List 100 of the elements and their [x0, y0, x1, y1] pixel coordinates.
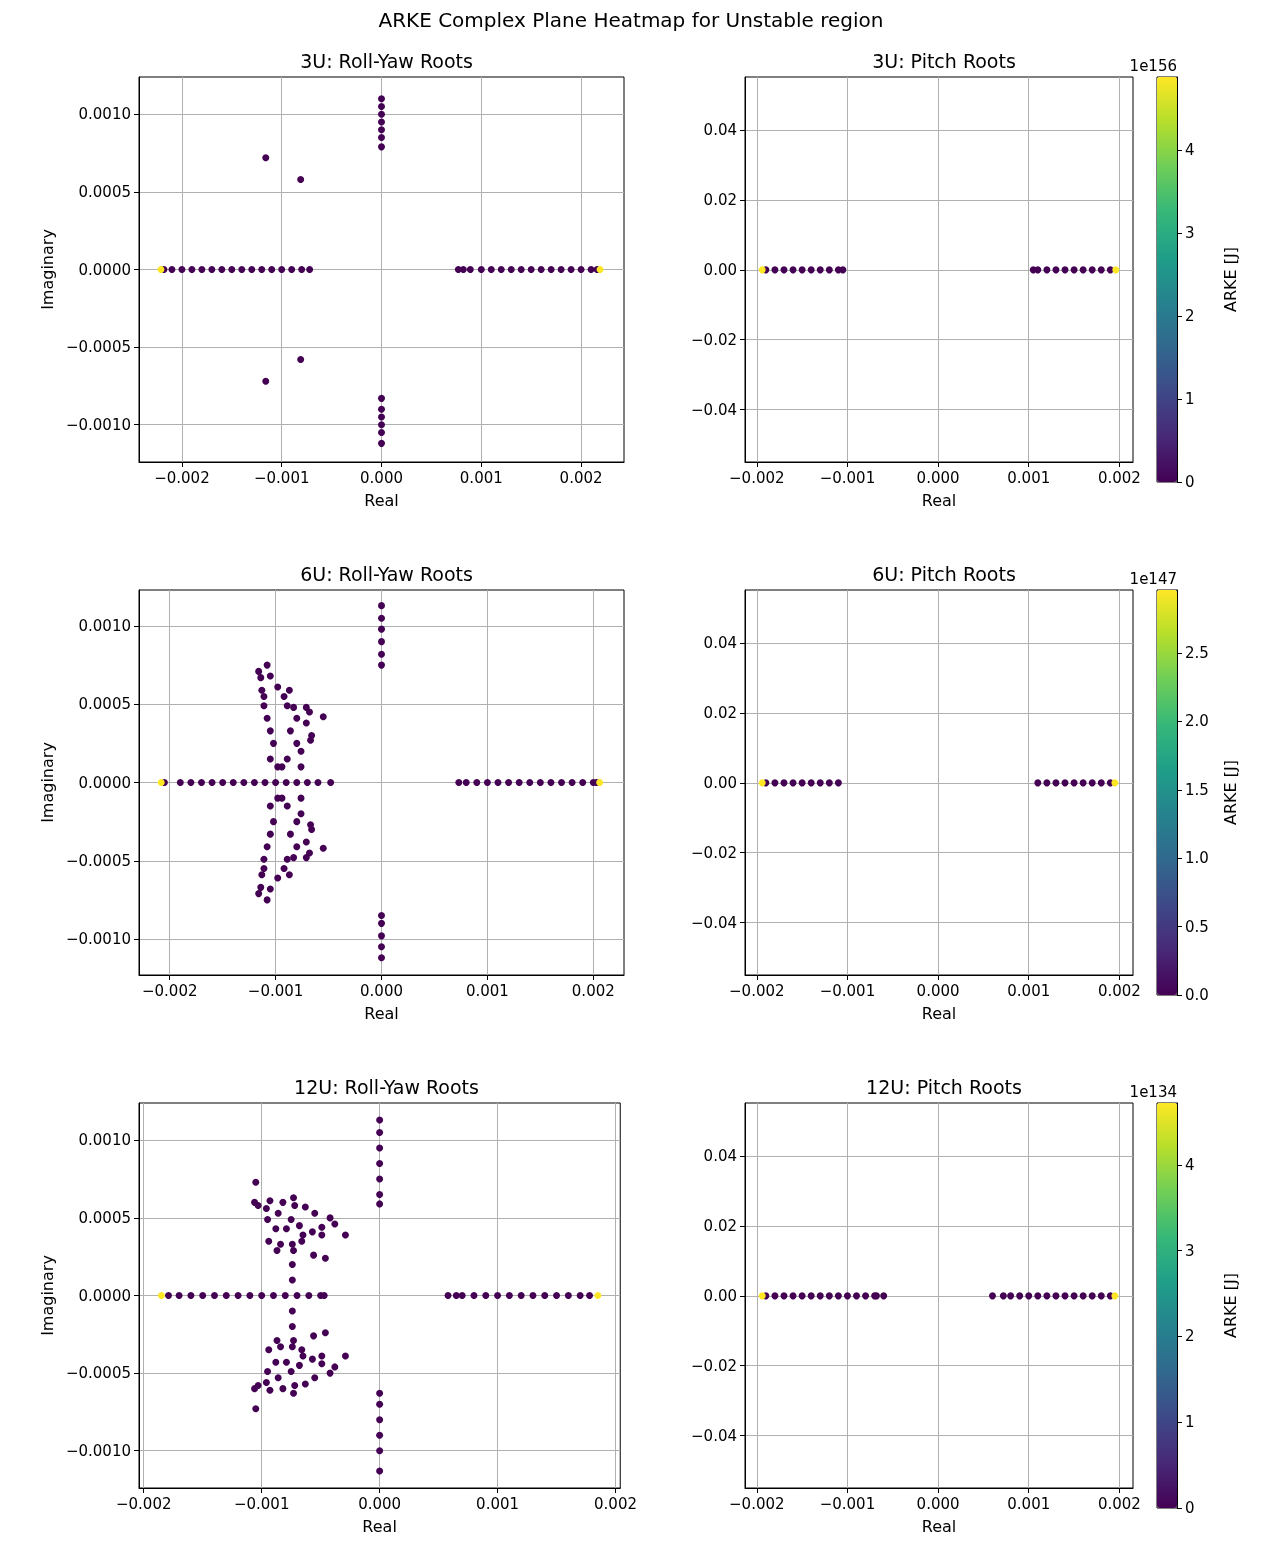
point: [187, 1292, 195, 1299]
point: [494, 779, 502, 786]
x-tick-label: 0.002: [594, 1494, 638, 1513]
point: [505, 779, 513, 786]
y-tick-label: −0.02: [691, 843, 737, 862]
point: [293, 714, 301, 722]
point: [318, 1360, 326, 1368]
point: [262, 154, 270, 162]
point: [586, 1292, 594, 1299]
point: [378, 638, 385, 646]
x-tick-label: 0.001: [1007, 468, 1051, 487]
x-tick-label: −0.002: [729, 1494, 785, 1513]
x-tick-label: 0.002: [1097, 981, 1141, 1000]
point: [378, 413, 385, 421]
point: [258, 871, 266, 879]
point: [290, 703, 298, 711]
point: [261, 779, 269, 786]
point: [291, 1382, 299, 1390]
color-bar-label: 2.0: [1185, 712, 1209, 731]
point: [558, 779, 566, 786]
point: [376, 1389, 384, 1397]
point: [288, 1323, 296, 1331]
point: [266, 802, 274, 810]
point: [310, 1332, 318, 1340]
color-bar-label: 1.0: [1185, 849, 1209, 868]
point: [376, 1200, 384, 1208]
point: [458, 1292, 466, 1299]
point: [288, 1307, 296, 1315]
point: [272, 1225, 280, 1233]
point: [279, 1198, 287, 1206]
x-tick-label: 0.000: [358, 1494, 402, 1513]
color-bar-label: 0.0: [1185, 986, 1209, 1004]
point: [455, 779, 463, 786]
point: [278, 763, 286, 771]
point: [307, 821, 315, 829]
chart-title: 3U: Roll-Yaw Roots: [300, 49, 473, 72]
point: [376, 1175, 384, 1183]
x-tick-label: −0.001: [247, 981, 304, 1000]
point: [278, 266, 286, 273]
point: [515, 779, 523, 786]
point: [288, 1343, 296, 1351]
y-tick-label: 0.00: [703, 260, 737, 279]
point: [218, 266, 226, 273]
point: [319, 713, 327, 721]
point: [376, 1144, 384, 1152]
point: [262, 1205, 270, 1213]
y-tick-label: 0.04: [703, 634, 737, 653]
y-tick-label: 0.0010: [78, 1131, 131, 1150]
point: [293, 779, 301, 786]
point: [378, 103, 385, 110]
point: [277, 1343, 285, 1351]
point: [311, 1374, 319, 1382]
point: [285, 871, 293, 879]
point: [482, 1292, 490, 1299]
color-bar-label: 0.5: [1185, 917, 1209, 936]
point: [282, 779, 290, 786]
point: [526, 779, 534, 786]
y-tick-label: 0.02: [703, 190, 737, 209]
point: [308, 1228, 316, 1236]
point: [288, 1240, 296, 1248]
color-bar-label: 1: [1185, 1413, 1195, 1432]
point: [378, 394, 385, 402]
point: [567, 266, 575, 273]
point: [288, 266, 296, 273]
point: [459, 266, 467, 273]
point: [444, 1292, 452, 1299]
point: [547, 266, 555, 273]
text: 1e147: [1129, 569, 1177, 588]
point: [291, 1201, 299, 1209]
color-bar-label: 2: [1185, 1327, 1195, 1346]
point: [269, 1292, 277, 1299]
point: [178, 266, 186, 273]
x-tick-label: 0.000: [360, 468, 403, 487]
y-tick-label: −0.02: [691, 330, 737, 349]
point: [268, 266, 276, 273]
point: [211, 1292, 218, 1299]
point: [470, 1292, 478, 1299]
point: [494, 1292, 502, 1299]
point: [378, 912, 385, 920]
point: [257, 883, 265, 891]
x-axis-title: Real: [921, 1003, 957, 1023]
y-tick-label: 0.0005: [78, 182, 131, 201]
x-tick-label: −0.001: [253, 468, 310, 487]
point: [272, 779, 280, 786]
x-tick-label: −0.002: [729, 981, 785, 1000]
point: [290, 1389, 298, 1397]
point: [165, 1292, 172, 1299]
color-bar-label: 4: [1185, 141, 1195, 160]
point: [293, 843, 301, 851]
point: [265, 1237, 273, 1245]
point: [283, 755, 291, 763]
point: [295, 1222, 303, 1230]
color-bar-title: ARKE [J]: [1220, 1273, 1240, 1338]
x-tick-label: 0.001: [1007, 981, 1051, 1000]
point: [280, 865, 288, 873]
point: [557, 266, 565, 273]
y-tick-label: 0.04: [703, 121, 737, 140]
y-tick-label: 0.0000: [78, 1286, 131, 1305]
x-tick-label: 0.002: [1097, 468, 1141, 487]
point: [266, 1386, 274, 1394]
